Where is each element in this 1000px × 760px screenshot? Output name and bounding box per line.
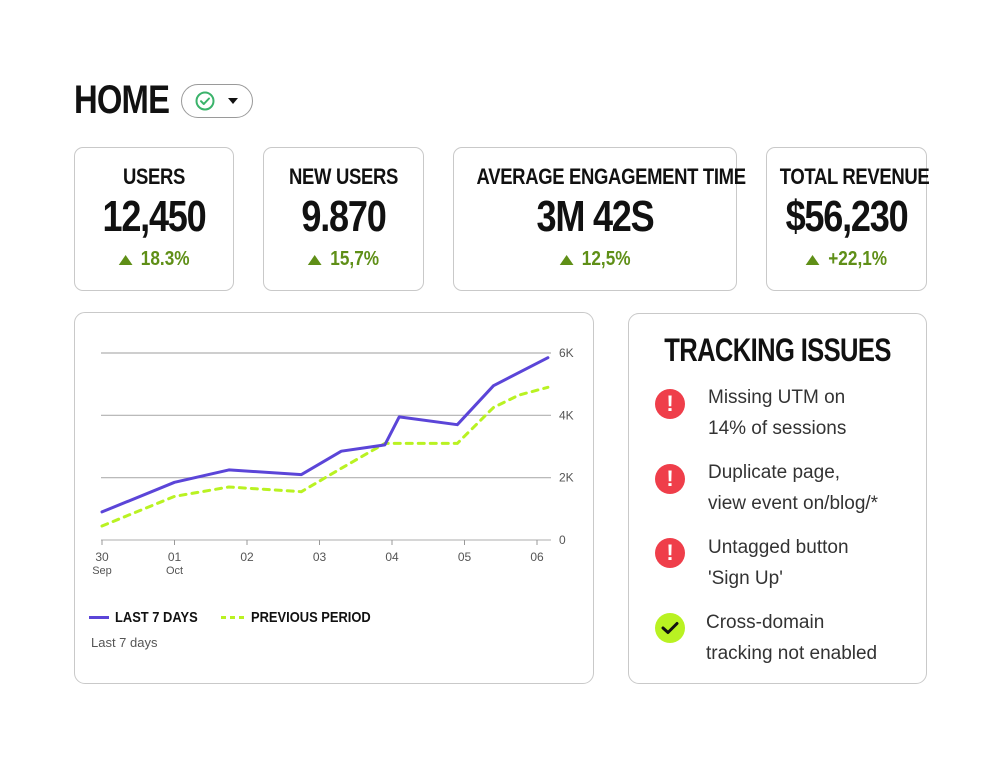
x-tick-label: 01 — [168, 550, 182, 564]
checkmark-icon — [655, 613, 685, 643]
exclamation-icon: ! — [655, 538, 685, 568]
stat-card-users: USERS 12,450 18.3% — [74, 147, 234, 291]
status-dropdown[interactable] — [181, 84, 253, 118]
y-tick-label: 2K — [559, 471, 574, 485]
stat-change-value: 12,5% — [581, 248, 631, 270]
stat-card-total-revenue: TOTAL REVENUE $56,230 +22,1% — [766, 147, 930, 291]
x-tick-sublabel: Sep — [92, 565, 112, 577]
legend-label: LAST 7 DAYS — [115, 609, 198, 626]
y-tick-label: 6K — [559, 346, 574, 360]
stat-change: +22,1% — [778, 248, 915, 271]
issue-line: tracking not enabled — [706, 643, 878, 664]
issue-item[interactable]: Cross-domain tracking not enabled — [706, 607, 916, 669]
issue-item[interactable]: Untagged button 'Sign Up' — [708, 532, 918, 594]
exclamation-icon: ! — [655, 389, 685, 419]
issue-line: 'Sign Up' — [708, 568, 783, 589]
chart-subtitle: Last 7 days — [91, 635, 158, 650]
trend-up-icon — [805, 254, 820, 265]
stat-value: $56,230 — [785, 192, 909, 241]
stat-value: 9.870 — [301, 192, 386, 241]
stat-value: 12,450 — [102, 192, 207, 241]
exclamation-icon: ! — [655, 464, 685, 494]
issue-item[interactable]: Duplicate page, view event on/blog/* — [708, 457, 918, 519]
legend-item-previous-period[interactable]: PREVIOUS PERIOD — [221, 609, 390, 626]
stat-card-new-users: NEW USERS 9.870 15,7% — [263, 147, 424, 291]
stat-change: 12,5% — [474, 248, 717, 271]
chart-legend: LAST 7 DAYS PREVIOUS PERIOD — [89, 609, 390, 626]
y-tick-label: 4K — [559, 408, 574, 422]
legend-label: PREVIOUS PERIOD — [251, 609, 371, 626]
stat-label: TOTAL REVENUE — [779, 164, 930, 189]
series-line-last-7-days — [100, 356, 550, 514]
y-tick-label: 0 — [559, 533, 566, 547]
stat-card-engagement-time: AVERAGE ENGAGEMENT TIME 3M 42S 12,5% — [453, 147, 746, 291]
issue-line: Cross-domain — [706, 612, 825, 633]
issue-line: 14% of sessions — [708, 418, 847, 439]
check-circle-icon — [195, 91, 215, 111]
x-tick-label: 02 — [240, 550, 254, 564]
issue-line: Duplicate page, — [708, 462, 841, 483]
legend-swatch-solid — [89, 616, 109, 619]
issue-line: Missing UTM on — [708, 387, 846, 408]
legend-swatch-dashed — [221, 616, 246, 619]
stat-change-value: +22,1% — [828, 248, 888, 270]
page-title: HOME — [74, 78, 170, 122]
series-line-previous-period — [100, 385, 550, 528]
issue-item[interactable]: Missing UTM on 14% of sessions — [708, 382, 918, 444]
stat-change: 15,7% — [275, 248, 412, 271]
x-tick-label: 03 — [313, 550, 327, 564]
stat-label: NEW USERS — [289, 164, 398, 189]
checkmark-glyph — [661, 622, 679, 634]
tracking-issues-card: TRACKING ISSUES ! Missing UTM on 14% of … — [628, 313, 927, 684]
legend-item-last-7-days[interactable]: LAST 7 DAYS — [89, 609, 211, 626]
chevron-down-icon — [228, 98, 238, 104]
x-tick-label: 30 — [95, 550, 109, 564]
trend-up-icon — [118, 254, 133, 265]
x-tick-label: 04 — [385, 550, 399, 564]
x-tick-label: 05 — [458, 550, 472, 564]
stat-label: AVERAGE ENGAGEMENT TIME — [476, 164, 746, 189]
issue-line: Untagged button — [708, 537, 849, 558]
x-tick-sublabel: Oct — [166, 565, 183, 577]
issues-title: TRACKING ISSUES — [664, 332, 891, 368]
stat-change-value: 15,7% — [330, 248, 380, 270]
stat-label: USERS — [122, 164, 186, 189]
trend-up-icon — [307, 254, 322, 265]
trend-up-icon — [559, 254, 574, 265]
stat-change-value: 18.3% — [140, 248, 190, 270]
issue-line: view event on/blog/* — [708, 493, 879, 514]
chart-card: 0 2K 4K 6K 30 Sep 01 Oct 02 03 04 05 06 LAST 7 DAYS … — [74, 312, 594, 684]
stat-value: 3M 42S — [536, 192, 655, 241]
x-tick-label: 06 — [530, 550, 544, 564]
stat-change: 18.3% — [86, 248, 222, 271]
